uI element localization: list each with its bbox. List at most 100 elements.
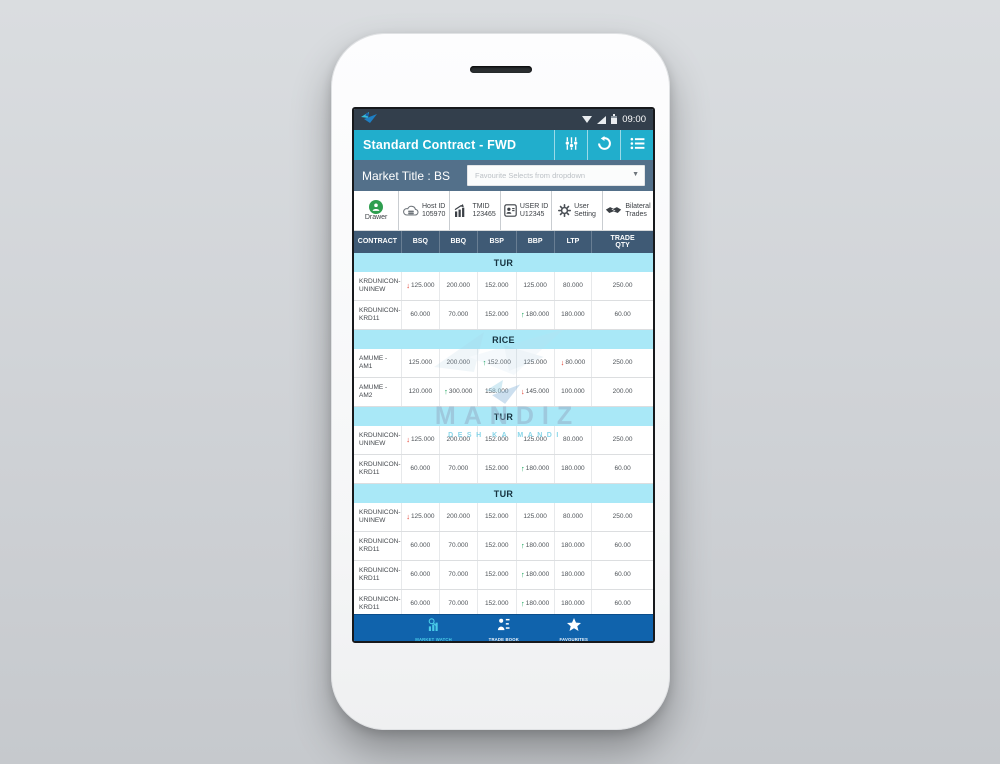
price-cell: 80.000 xyxy=(555,426,593,454)
table-row[interactable]: KRDUNICON-KRD11 60.000 70.000 152.000 ↑ 180.0… xyxy=(354,532,653,561)
header-actions xyxy=(554,130,653,160)
section-header-rice-1[interactable]: RICE xyxy=(354,330,653,349)
price-cell: 70.000 xyxy=(440,561,478,589)
toolbar-item-label: Drawer xyxy=(364,213,388,221)
price-cell: 200.000 xyxy=(440,349,478,377)
price-cell: 100.000 xyxy=(555,378,593,406)
nav-item-market-watch[interactable]: MARKET WATCH xyxy=(407,618,461,643)
price-cell: 60.000 xyxy=(402,590,440,614)
table-row[interactable]: KRDUNICON-UNINEW ↓ 125.000 200.000 152.000 12… xyxy=(354,272,653,301)
price-cell: 152.000 xyxy=(478,455,517,483)
trend-up-icon: ↑ xyxy=(482,358,487,367)
app-header: Standard Contract - FWD xyxy=(354,130,653,160)
price-cell: 60.000 xyxy=(402,532,440,560)
price-cell: 125.000 xyxy=(517,349,555,377)
section-header-tur-2[interactable]: TUR xyxy=(354,407,653,426)
toolbar-item-drawer[interactable]: Drawer xyxy=(354,191,400,230)
toolbar-item-bilateral-trades[interactable]: Bilateral Trades xyxy=(603,191,653,230)
nav-item-label: MARKET WATCH xyxy=(415,637,452,643)
table-row[interactable]: KRDUNICON-KRD11 60.000 70.000 152.000 ↑ 180.0… xyxy=(354,561,653,590)
trend-up-icon: ↑ xyxy=(520,310,525,319)
toolbar-item-label: Bilateral Trades xyxy=(625,202,651,218)
trend-down-icon: ↓ xyxy=(560,358,565,367)
price-cell: 180.000 xyxy=(555,590,593,614)
price-cell: ↑ 152.000 xyxy=(478,349,517,377)
section-header-tur-0[interactable]: TUR xyxy=(354,253,653,272)
trend-down-icon: ↓ xyxy=(520,387,525,396)
toolbar-item-host-id[interactable]: Host ID 105970 xyxy=(399,191,451,230)
table-row[interactable]: KRDUNICON-UNINEW ↓ 125.000 200.000 152.000 12… xyxy=(354,503,653,532)
filter-button[interactable] xyxy=(554,130,587,160)
trend-up-icon: ↑ xyxy=(444,387,448,396)
nav-item-label: TRADE BOOK xyxy=(488,637,519,643)
column-header-trade-qty: TRADE QTY xyxy=(610,234,635,250)
battery-icon xyxy=(611,111,618,129)
price-cell: ↓ 125.000 xyxy=(402,426,440,454)
price-cell: 250.00 xyxy=(612,359,633,366)
handshake-icon xyxy=(605,205,622,216)
price-cell: 70.000 xyxy=(440,532,478,560)
section-header-tur-3[interactable]: TUR xyxy=(354,484,653,503)
price-cell: ↑ 180.000 xyxy=(517,301,555,329)
brand-bird-icon xyxy=(361,111,378,129)
sliders-icon xyxy=(564,136,579,154)
price-cell: ↑ 300.000 xyxy=(440,378,478,406)
price-cell: 152.000 xyxy=(478,301,517,329)
chart-trend-icon xyxy=(454,204,469,217)
phone-mockup: 09:00 Standard Contract - FWD xyxy=(331,33,670,730)
price-cell: 180.000 xyxy=(555,455,593,483)
column-header-bsp: BSP xyxy=(478,231,517,253)
table-row[interactable]: KRDUNICON-KRD11 60.000 70.000 152.000 ↑ 180.0… xyxy=(354,455,653,484)
price-cell: 152.000 xyxy=(478,590,517,614)
price-cell: 250.00 xyxy=(612,513,633,520)
toolbar-item-label: Host ID 105970 xyxy=(422,202,446,218)
price-cell: 152.000 xyxy=(478,426,517,454)
price-cell: ↑ 180.000 xyxy=(517,532,555,560)
favourites-dropdown-input[interactable] xyxy=(467,165,645,186)
table-row[interactable]: KRDUNICON-UNINEW ↓ 125.000 200.000 152.000 12… xyxy=(354,426,653,455)
toolbar-item-user-setting[interactable]: User Setting xyxy=(552,191,604,230)
person-circle-icon xyxy=(369,199,384,214)
bottom-nav: MARKET WATCH TRADE BOOK FAVOURITES xyxy=(354,614,653,641)
price-cell: 180.000 xyxy=(555,532,593,560)
table-row[interactable]: AMUME - AM1 125.000 200.000 ↑ 152.000 125.000… xyxy=(354,349,653,378)
price-cell: 60.000 xyxy=(402,455,440,483)
menu-list-button[interactable] xyxy=(620,130,653,160)
price-cell: 60.00 xyxy=(614,465,631,472)
contract-cell: AMUME - AM1 xyxy=(354,349,402,377)
table-row[interactable]: KRDUNICON-KRD11 60.000 70.000 152.000 ↑ 180.0… xyxy=(354,590,653,614)
price-cell: 152.000 xyxy=(478,561,517,589)
price-cell: ↓ 125.000 xyxy=(402,272,440,300)
price-cell: 180.000 xyxy=(555,301,593,329)
toolbar-item-label: User Setting xyxy=(574,202,596,218)
price-cell: 70.000 xyxy=(440,301,478,329)
table-row[interactable]: AMUME - AM2 120.000 ↑ 300.000 158.000 ↓ 145.00… xyxy=(354,378,653,407)
refresh-icon xyxy=(597,136,612,154)
nav-item-favourites[interactable]: FAVOURITES xyxy=(547,618,601,643)
price-cell: ↑ 180.000 xyxy=(517,561,555,589)
price-cell: 80.000 xyxy=(555,272,593,300)
price-cell: 60.00 xyxy=(614,311,631,318)
price-cell: ↑ 180.000 xyxy=(517,590,555,614)
table-row[interactable]: KRDUNICON-KRD11 60.000 70.000 152.000 ↑ 180.0… xyxy=(354,301,653,330)
price-cell: 250.00 xyxy=(612,282,633,289)
price-cell: 60.00 xyxy=(614,542,631,549)
contract-cell: KRDUNICON-KRD11 xyxy=(354,532,402,560)
table-body: TUR KRDUNICON-UNINEW ↓ 125.000 200.000 152.00… xyxy=(354,253,653,614)
signal-icon xyxy=(597,111,607,129)
toolbar-item-tmid[interactable]: TMID 123465 xyxy=(450,191,502,230)
contract-cell: KRDUNICON-KRD11 xyxy=(354,590,402,614)
trade-book-icon xyxy=(497,618,510,636)
price-cell: 125.000 xyxy=(517,426,555,454)
price-cell: 200.000 xyxy=(440,272,478,300)
favourites-dropdown[interactable]: ▼ xyxy=(467,165,645,186)
toolbar-item-user-id[interactable]: USER ID U12345 xyxy=(501,191,553,230)
column-header-ltp: LTP xyxy=(555,231,593,253)
user-badge-icon xyxy=(504,204,517,217)
refresh-button[interactable] xyxy=(587,130,620,160)
gear-icon xyxy=(558,204,572,217)
price-cell: 250.00 xyxy=(612,436,633,443)
toolbar-item-label: USER ID U12345 xyxy=(519,202,549,218)
nav-item-trade-book[interactable]: TRADE BOOK xyxy=(477,618,531,643)
nav-item-label: FAVOURITES xyxy=(559,637,588,643)
